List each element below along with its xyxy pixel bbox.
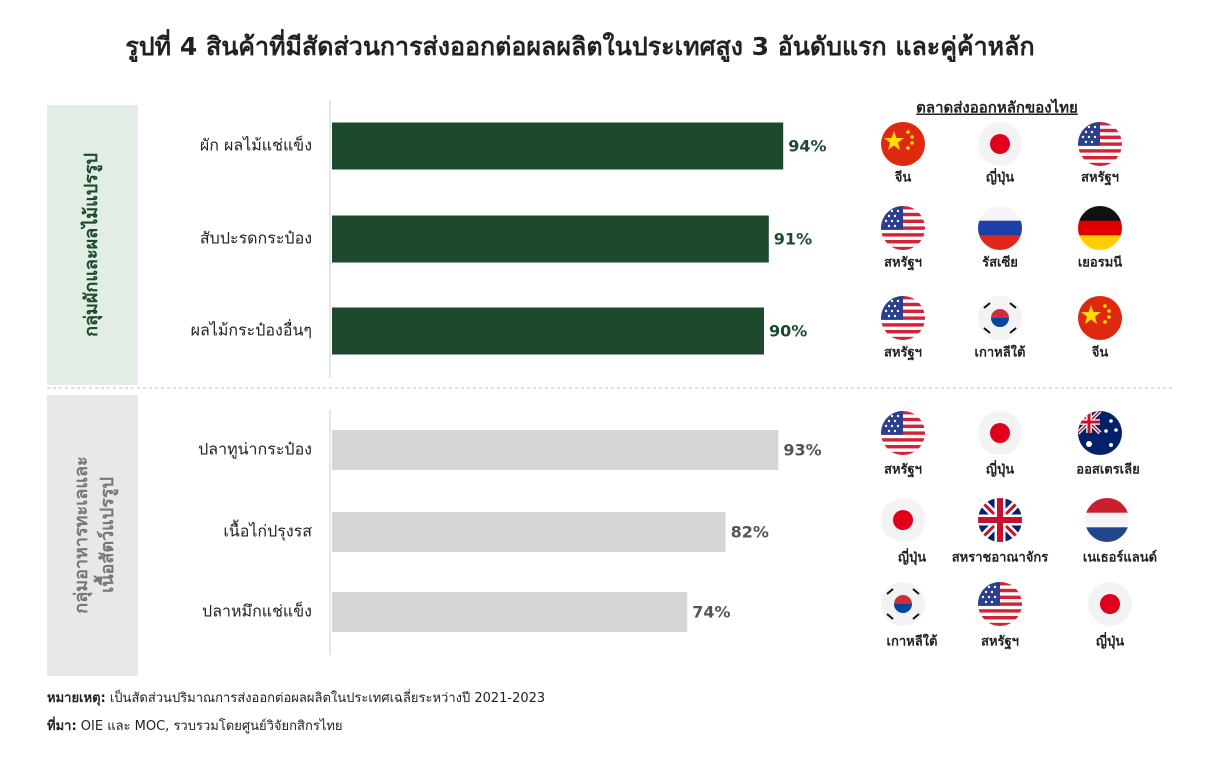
country-label: จีน [894, 170, 911, 186]
note: หมายเหตุ: เป็นสัดส่วนปริมาณการส่งออกต่อผ… [47, 688, 545, 706]
country-label: เยอรมนี [1078, 255, 1122, 271]
bar [332, 122, 784, 170]
country-label: ญี่ปุ่น [1096, 632, 1124, 650]
category-label: ผลไม้กระป๋องอื่นๆ [191, 319, 312, 340]
group-label: เนื้อสัตว์แปรรูป [93, 477, 119, 593]
bar [332, 430, 779, 470]
country-label: สหรัฐฯ [884, 256, 922, 272]
group-label: กลุ่มผักและผลไม้แปรรูป [80, 153, 103, 337]
group-label: กลุ่มอาหารทะเลและ [71, 456, 93, 613]
value-label: 93% [783, 441, 821, 460]
category-label: เนื้อไก่ปรุงรส [223, 520, 312, 542]
value-label: 82% [731, 523, 769, 542]
note-label: หมายเหตุ: [47, 691, 106, 706]
country-label: สหรัฐฯ [1081, 171, 1119, 187]
bar [332, 592, 688, 632]
note-text: เป็นสัดส่วนปริมาณการส่งออกต่อผลผลิตในประ… [110, 688, 545, 706]
country-label: สหรัฐฯ [884, 463, 922, 479]
bar [332, 512, 726, 552]
country-label: เนเธอร์แลนด์ [1083, 550, 1157, 566]
category-label: ผัก ผลไม้แช่แข็ง [200, 135, 312, 155]
value-label: 90% [769, 322, 807, 341]
chart-title: รูปที่ 4 สินค้าที่มีสัดส่วนการส่งออกต่อผ… [125, 29, 1034, 63]
value-label: 91% [774, 230, 812, 249]
country-label: สหราชอาณาจักร [952, 551, 1049, 566]
country-label: จีน [1091, 345, 1108, 361]
source-text: OIE และ MOC, รวบรวมโดยศูนย์วิจัยกสิกรไทย [81, 718, 343, 734]
country-label: ออสเตรเลีย [1076, 462, 1139, 478]
source: ที่มา: OIE และ MOC, รวบรวมโดยศูนย์วิจัยก… [47, 716, 343, 734]
value-label: 94% [788, 137, 826, 156]
category-label: ปลาหมึกแช่แข็ง [202, 601, 312, 621]
market-header: ตลาดส่งออกหลักของไทย [916, 98, 1078, 117]
bar [332, 307, 764, 355]
value-label: 74% [692, 603, 730, 622]
country-label: ญี่ปุ่น [986, 168, 1014, 186]
group-panel [47, 395, 138, 676]
category-label: ปลาทูน่ากระป๋อง [198, 440, 312, 460]
country-label: ญี่ปุ่น [898, 548, 926, 566]
country-label: เกาหลีใต้ [887, 633, 938, 650]
category-label: สับปะรดกระป๋อง [200, 229, 312, 248]
country-label: เกาหลีใต้ [975, 344, 1026, 361]
country-label: สหรัฐฯ [981, 635, 1019, 651]
bar [332, 215, 769, 263]
country-label: สหรัฐฯ [884, 346, 922, 362]
source-label: ที่มา: [47, 716, 77, 734]
country-label: ญี่ปุ่น [986, 460, 1014, 478]
country-label: รัสเซีย [982, 255, 1018, 271]
group-panel [47, 105, 138, 385]
